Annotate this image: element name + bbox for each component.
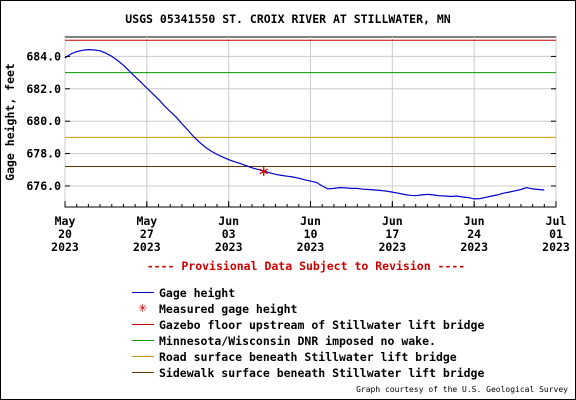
legend-label: Road surface beneath Stillwater lift bri… bbox=[159, 350, 457, 364]
chart-title: USGS 05341550 ST. CROIX RIVER AT STILLWA… bbox=[125, 12, 451, 26]
x-tick-label: 2023 bbox=[133, 240, 161, 254]
legend-label: Minnesota/Wisconsin DNR imposed no wake. bbox=[159, 334, 436, 348]
x-tick-label: 03 bbox=[222, 227, 236, 241]
marker-stroke bbox=[259, 168, 268, 175]
y-tick-label: 684.0 bbox=[26, 49, 61, 63]
x-tick-label: Jun bbox=[300, 214, 321, 228]
x-tick-label: May bbox=[55, 214, 76, 228]
x-tick-label: Jul bbox=[546, 214, 567, 228]
x-axis-ticks: May202023May272023Jun032023Jun102023Jun1… bbox=[51, 201, 570, 254]
x-tick-label: 24 bbox=[467, 227, 481, 241]
y-axis-label: Gage height, feet bbox=[3, 63, 17, 181]
x-tick-label: 20 bbox=[58, 227, 72, 241]
legend-label: Measured gage height bbox=[159, 302, 298, 316]
x-tick-label: 01 bbox=[549, 227, 563, 241]
x-tick-label: 2023 bbox=[51, 240, 79, 254]
y-tick-label: 676.0 bbox=[26, 179, 61, 193]
legend-label: Gage height bbox=[159, 286, 236, 300]
x-tick-label: 10 bbox=[304, 227, 318, 241]
x-tick-label: 27 bbox=[140, 227, 154, 241]
x-tick-label: 2023 bbox=[215, 240, 243, 254]
legend-label: Gazebo floor upstream of Stillwater lift… bbox=[159, 318, 485, 332]
x-tick-label: Jun bbox=[464, 214, 485, 228]
legend-line-sample bbox=[132, 292, 154, 293]
legend-line-sample bbox=[132, 324, 154, 325]
legend-line-sample bbox=[132, 356, 154, 357]
x-tick-label: 2023 bbox=[297, 240, 325, 254]
measured-markers bbox=[259, 166, 268, 176]
reference-lines bbox=[65, 39, 556, 168]
x-tick-label: Jun bbox=[382, 214, 403, 228]
legend-line-sample bbox=[132, 340, 154, 341]
legend-line-sample bbox=[132, 372, 154, 373]
x-tick-label: Jun bbox=[218, 214, 239, 228]
series-layer bbox=[64, 48, 545, 200]
grid bbox=[64, 37, 557, 207]
x-tick-label: 2023 bbox=[542, 240, 570, 254]
x-tick-label: 2023 bbox=[460, 240, 488, 254]
measured-gage-height-marker bbox=[259, 166, 268, 176]
legend-star-icon: ✳ bbox=[138, 298, 148, 316]
gage-height-line bbox=[64, 48, 545, 200]
x-tick-label: 17 bbox=[385, 227, 399, 241]
provisional-notice: ---- Provisional Data Subject to Revisio… bbox=[146, 259, 466, 273]
usgs-credit: Graph courtesy of the U.S. Geological Su… bbox=[356, 385, 568, 394]
y-tick-label: 678.0 bbox=[26, 147, 61, 161]
x-tick-label: May bbox=[136, 214, 157, 228]
y-axis-ticks: 676.0 678.0 680.0 682.0 684.0 bbox=[26, 49, 556, 193]
y-tick-label: 682.0 bbox=[26, 82, 61, 96]
x-tick-label: 2023 bbox=[378, 240, 406, 254]
y-tick-label: 680.0 bbox=[26, 114, 61, 128]
legend-label: Sidewalk surface beneath Stillwater lift… bbox=[159, 366, 485, 380]
